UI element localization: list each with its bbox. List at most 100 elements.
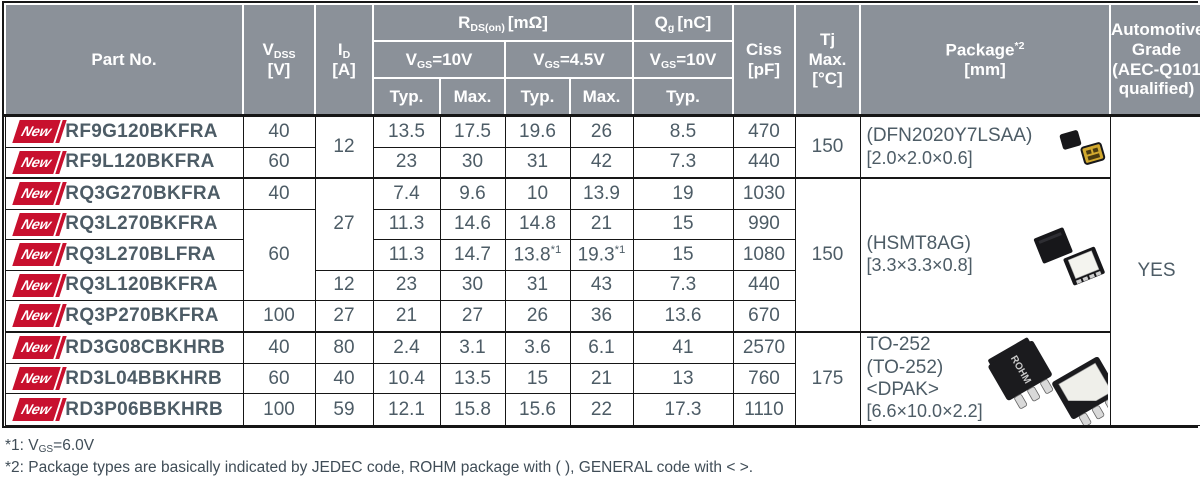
rds-max10-cell: 15.8 bbox=[440, 394, 505, 425]
qg-cell: 7.3 bbox=[633, 147, 733, 178]
col-header-typ-10v: Typ. bbox=[373, 78, 440, 116]
new-badge: New bbox=[12, 243, 60, 266]
id-cell: 27 bbox=[315, 301, 373, 332]
col-header-package: Package*2[mm] bbox=[860, 4, 1110, 116]
rds-max10-cell: 27 bbox=[440, 301, 505, 332]
col-header-qg-vgs10: VGS=10V bbox=[633, 41, 733, 78]
part-number: RD3L04BBKHRB bbox=[65, 369, 222, 389]
qg-cell: 19 bbox=[633, 178, 733, 209]
qg-cell: 41 bbox=[633, 332, 733, 364]
package-cell: (DFN2020Y7LSAA)[2.0×2.0×0.6] bbox=[860, 116, 1110, 179]
col-header-ciss: Ciss[pF] bbox=[733, 4, 795, 116]
rds-max10-cell: 14.7 bbox=[440, 240, 505, 271]
rds-max45-cell: 43 bbox=[570, 270, 633, 301]
new-badge: New bbox=[12, 151, 60, 174]
qg-cell: 17.3 bbox=[633, 394, 733, 425]
rds-typ10-cell: 21 bbox=[373, 301, 440, 332]
rds-max45-cell: 21 bbox=[570, 363, 633, 394]
rds-typ10-cell: 23 bbox=[373, 270, 440, 301]
qg-cell: 15 bbox=[633, 240, 733, 271]
vdss-cell: 60 bbox=[243, 363, 315, 394]
new-badge: New bbox=[12, 398, 60, 421]
part-number: RD3P06BBKHRB bbox=[65, 400, 223, 420]
rds-max45-cell: 26 bbox=[570, 116, 633, 148]
rds-typ45-cell: 15.6 bbox=[505, 394, 570, 425]
rds-typ45-cell: 3.6 bbox=[505, 332, 570, 364]
rds-max45-cell: 21 bbox=[570, 209, 633, 240]
rds-max10-cell: 3.1 bbox=[440, 332, 505, 364]
footnotes: *1: VGS=6.0V *2: Package types are basic… bbox=[1, 429, 1199, 479]
package-cell: TO-252 (TO-252) <DPAK> [6.6×10.0×2.2] bbox=[860, 332, 1110, 426]
new-badge: New bbox=[12, 304, 60, 327]
rds-max10-cell: 13.5 bbox=[440, 363, 505, 394]
table-header: Part No. VDSS[V] ID[A] RDS(on)[mΩ] Qg[nC… bbox=[5, 4, 1200, 116]
hsmt8ag-package-icon bbox=[1028, 223, 1108, 287]
col-header-rdson: RDS(on)[mΩ] bbox=[373, 4, 633, 41]
tj-cell: 150 bbox=[795, 116, 860, 179]
rds-max10-cell: 17.5 bbox=[440, 116, 505, 148]
rds-typ10-cell: 2.4 bbox=[373, 332, 440, 364]
rds-typ45-cell: 13.8*1 bbox=[505, 240, 570, 271]
rds-typ45-cell: 10 bbox=[505, 178, 570, 209]
rds-typ45-cell: 31 bbox=[505, 270, 570, 301]
ciss-cell: 1080 bbox=[733, 240, 795, 271]
mosfet-spec-table: Part No. VDSS[V] ID[A] RDS(on)[mΩ] Qg[nC… bbox=[2, 1, 1198, 428]
col-header-typ-qg: Typ. bbox=[633, 78, 733, 116]
tj-cell: 150 bbox=[795, 178, 860, 332]
part-number: RD3G08CBKHRB bbox=[65, 338, 225, 358]
id-cell: 80 bbox=[315, 332, 373, 364]
rds-max45-cell: 22 bbox=[570, 394, 633, 425]
ciss-cell: 670 bbox=[733, 301, 795, 332]
rds-max10-cell: 9.6 bbox=[440, 178, 505, 209]
new-badge: New bbox=[12, 120, 60, 143]
ciss-cell: 440 bbox=[733, 270, 795, 301]
col-header-vgs45: VGS=4.5V bbox=[505, 41, 633, 78]
rds-max45-cell: 13.9 bbox=[570, 178, 633, 209]
footnote-2: *2: Package types are basically indicate… bbox=[5, 457, 1199, 479]
ciss-cell: 440 bbox=[733, 147, 795, 178]
ciss-cell: 2570 bbox=[733, 332, 795, 364]
rds-max10-cell: 30 bbox=[440, 147, 505, 178]
col-header-vdss: VDSS[V] bbox=[243, 4, 315, 116]
rds-typ45-cell: 14.8 bbox=[505, 209, 570, 240]
automotive-grade-cell: YES bbox=[1110, 116, 1200, 426]
new-badge: New bbox=[12, 336, 60, 359]
ciss-cell: 470 bbox=[733, 116, 795, 148]
ciss-cell: 1030 bbox=[733, 178, 795, 209]
rds-max10-cell: 30 bbox=[440, 270, 505, 301]
part-number: RQ3L270BLFRA bbox=[65, 245, 215, 265]
col-header-typ-45v: Typ. bbox=[505, 78, 570, 116]
rds-typ45-cell: 31 bbox=[505, 147, 570, 178]
vdss-cell: 40 bbox=[243, 332, 315, 364]
vdss-cell: 60 bbox=[243, 209, 315, 301]
ciss-cell: 990 bbox=[733, 209, 795, 240]
rds-typ10-cell: 10.4 bbox=[373, 363, 440, 394]
id-cell: 12 bbox=[315, 116, 373, 179]
qg-cell: 13.6 bbox=[633, 301, 733, 332]
rds-max45-cell: 19.3*1 bbox=[570, 240, 633, 271]
ciss-cell: 1110 bbox=[733, 394, 795, 425]
rds-typ10-cell: 13.5 bbox=[373, 116, 440, 148]
part-number: RQ3G270BKFRA bbox=[65, 184, 221, 204]
col-header-qg: Qg[nC] bbox=[633, 4, 733, 41]
rds-typ10-cell: 11.3 bbox=[373, 240, 440, 271]
rds-typ45-cell: 26 bbox=[505, 301, 570, 332]
vdss-cell: 40 bbox=[243, 178, 315, 209]
part-number: RQ3L270BKFRA bbox=[65, 214, 217, 234]
col-header-max-10v: Max. bbox=[440, 78, 505, 116]
part-number: RF9G120BKFRA bbox=[65, 122, 217, 142]
rds-max45-cell: 36 bbox=[570, 301, 633, 332]
